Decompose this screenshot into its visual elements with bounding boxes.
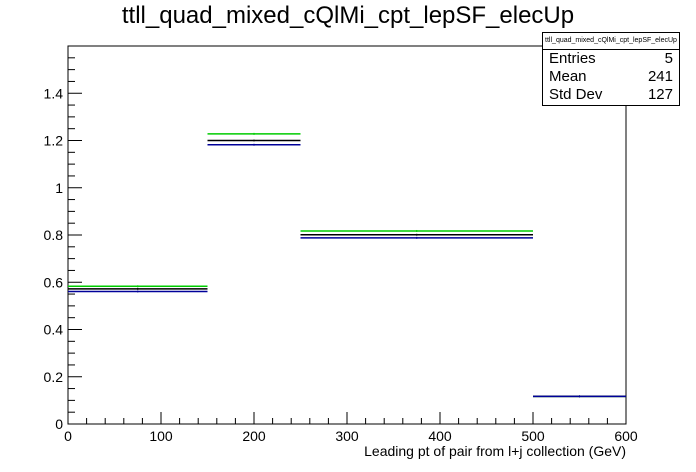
stats-label: Std Dev — [549, 86, 603, 103]
stats-value: 241 — [647, 68, 673, 85]
stats-row-mean: Mean 241 — [543, 68, 679, 86]
stats-row-stddev: Std Dev 127 — [543, 86, 679, 104]
stats-box-name: ttll_quad_mixed_cQlMi_cpt_lepSF_elecUp — [543, 33, 679, 50]
x-axis-label: Leading pt of pair from l+j collection (… — [364, 443, 626, 459]
stats-value: 5 — [664, 50, 673, 67]
x-tick-label: 300 — [335, 428, 359, 444]
stats-label: Mean — [549, 68, 587, 85]
y-tick-label: 0.8 — [44, 227, 64, 243]
stats-value: 127 — [647, 86, 673, 103]
y-tick-label: 0.2 — [44, 369, 64, 385]
y-tick-label: 1.4 — [44, 85, 64, 101]
y-tick-label: 0.4 — [44, 322, 64, 338]
stats-label: Entries — [549, 50, 596, 67]
stats-box: ttll_quad_mixed_cQlMi_cpt_lepSF_elecUp E… — [542, 32, 680, 106]
y-tick-label: 1.2 — [44, 133, 64, 149]
x-tick-label: 100 — [149, 428, 173, 444]
x-tick-label: 0 — [64, 428, 72, 444]
y-tick-label: 1 — [55, 180, 63, 196]
y-tick-label: 0 — [55, 416, 63, 432]
x-tick-label: 500 — [521, 428, 545, 444]
x-tick-label: 600 — [614, 428, 638, 444]
x-tick-label: 200 — [242, 428, 266, 444]
stats-row-entries: Entries 5 — [543, 50, 679, 68]
chart-title: ttll_quad_mixed_cQlMi_cpt_lepSF_elecUp — [121, 2, 575, 29]
x-tick-label: 400 — [428, 428, 452, 444]
y-tick-label: 0.6 — [44, 274, 64, 290]
